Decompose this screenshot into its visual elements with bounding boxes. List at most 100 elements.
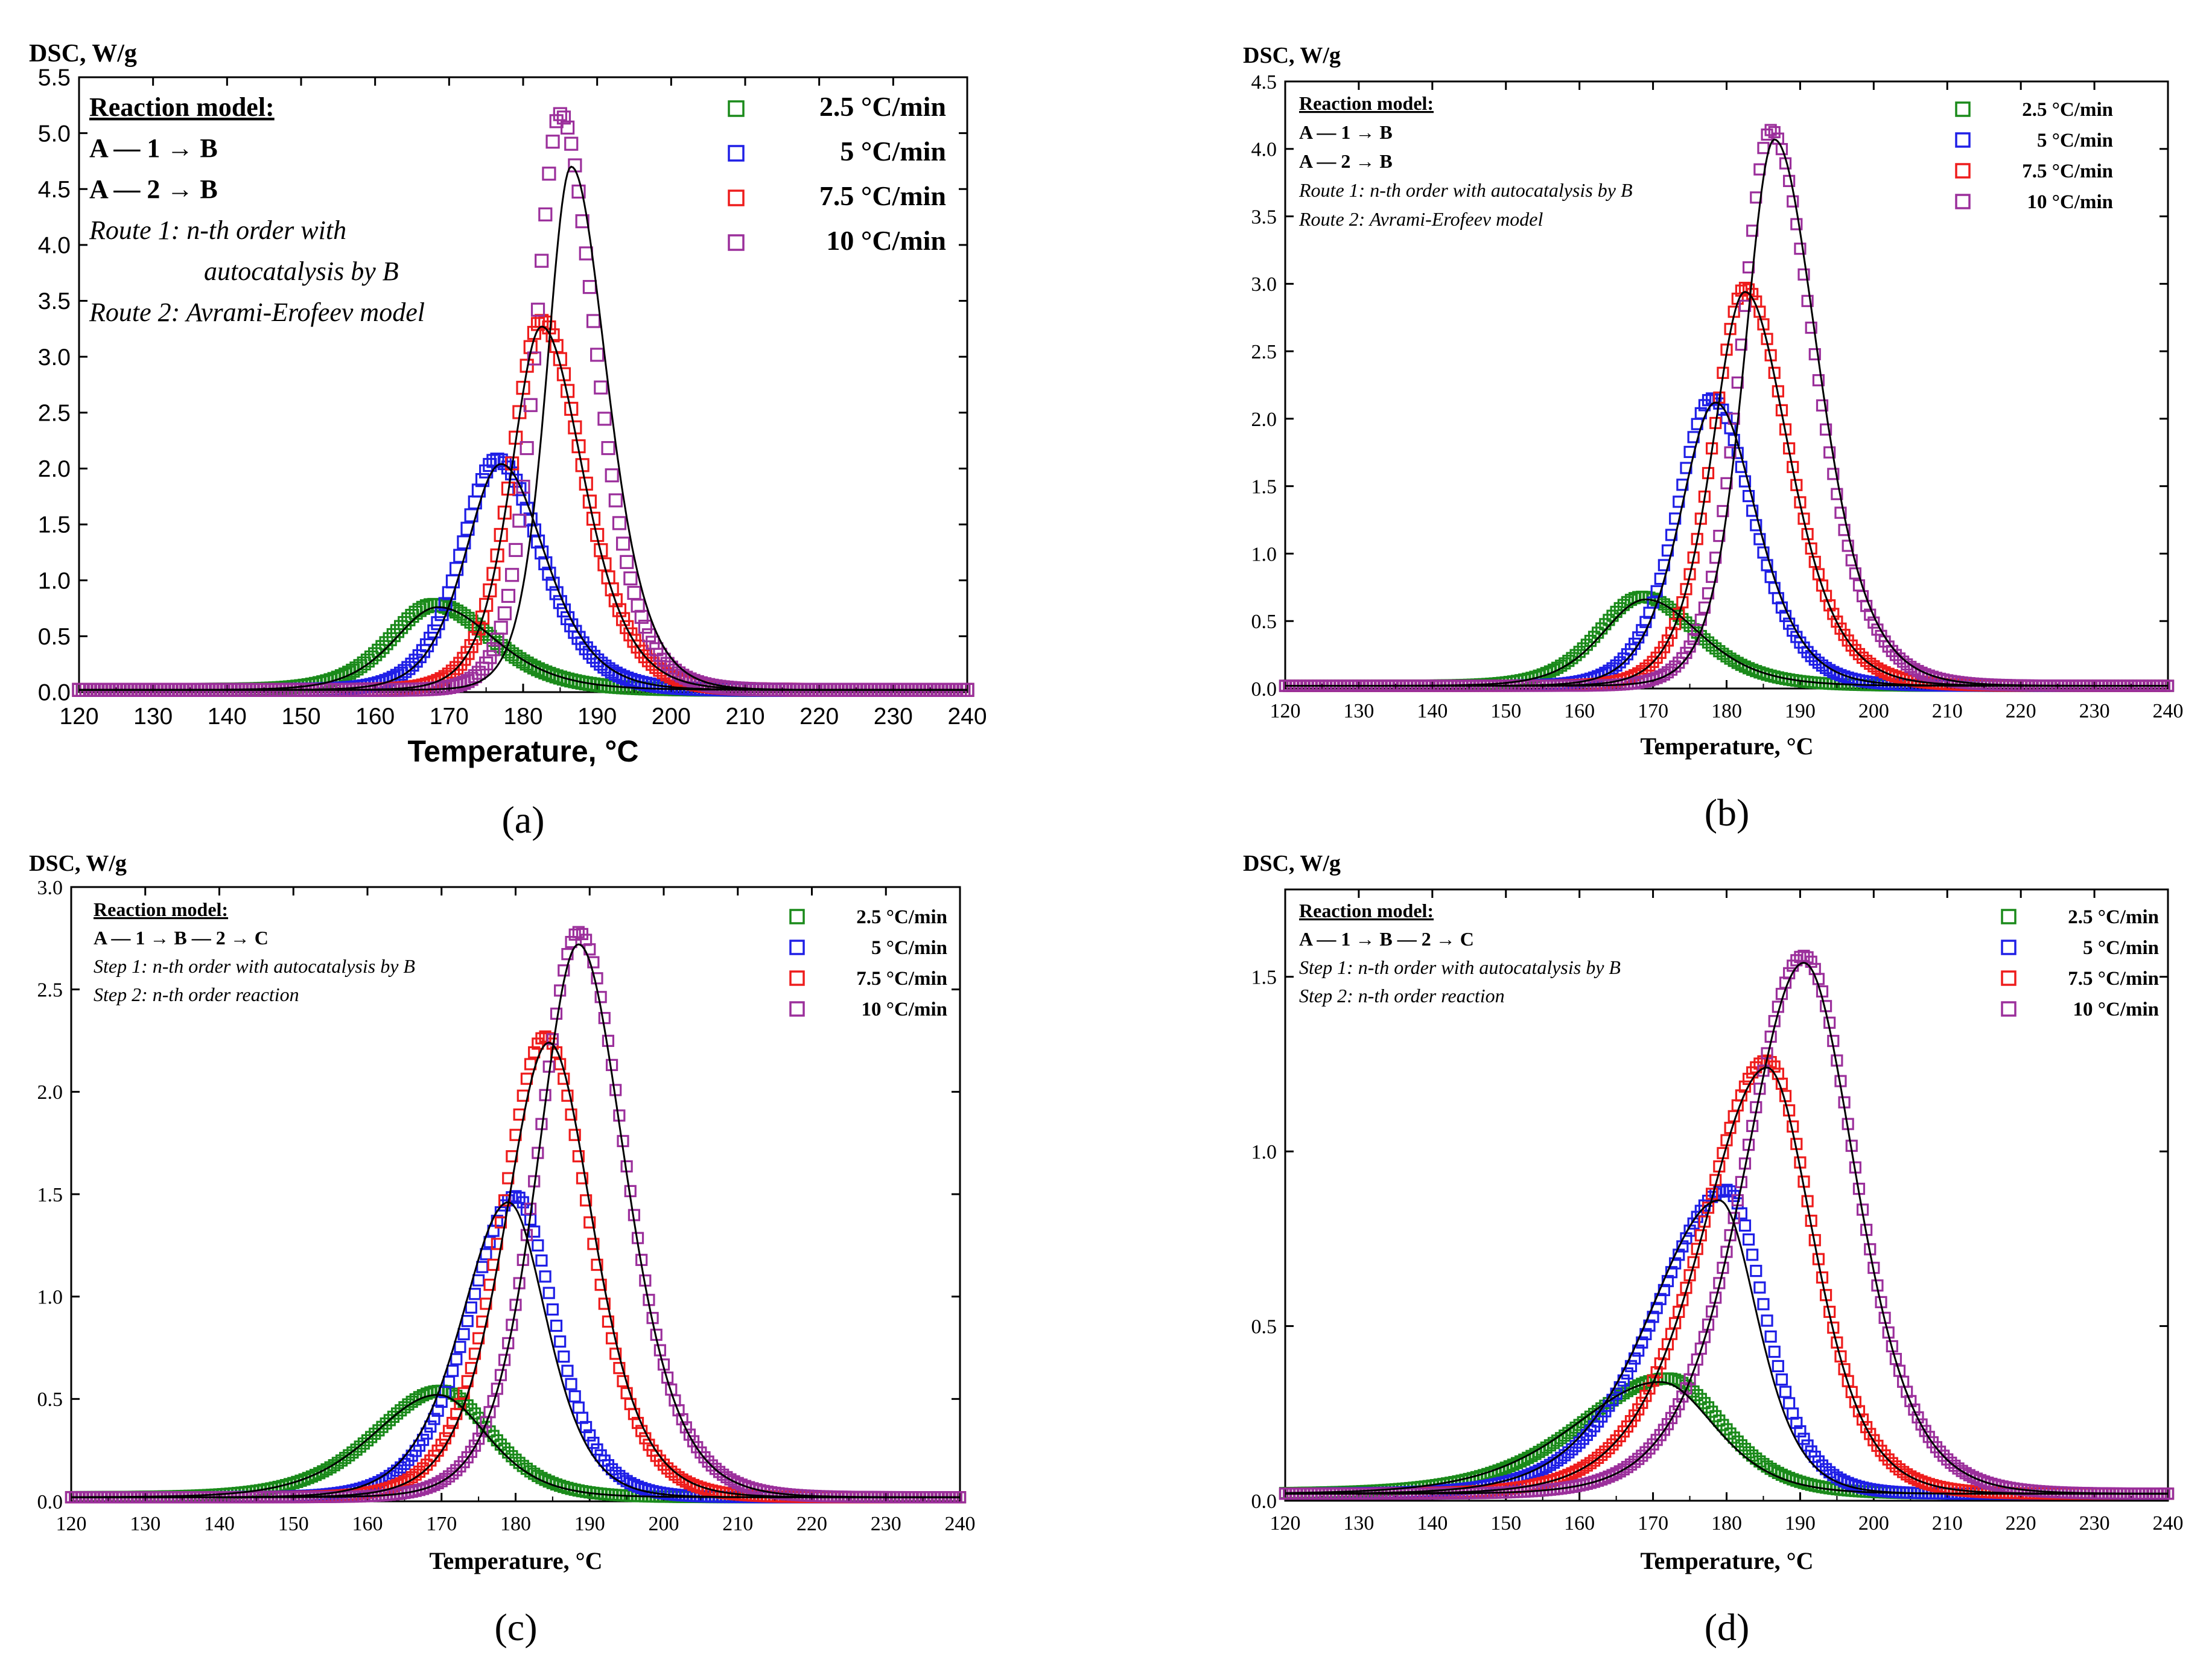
y-tick-label: 0.0 xyxy=(38,680,71,706)
data-point xyxy=(487,1395,500,1408)
data-point xyxy=(447,1416,459,1430)
data-point xyxy=(380,1417,392,1430)
data-point xyxy=(1845,554,1858,567)
data-point xyxy=(1650,585,1663,597)
model-line: A — 1 → B — 2 → C xyxy=(94,927,269,949)
model-line: A — 1 → B xyxy=(89,133,218,163)
y-tick-label: 1.5 xyxy=(38,512,71,538)
data-point xyxy=(1683,640,1696,653)
series-green xyxy=(1279,590,2175,692)
x-tick-label: 170 xyxy=(1638,700,1668,722)
data-point xyxy=(1790,218,1803,231)
x-tick-label: 200 xyxy=(649,1513,679,1535)
y-tick-label: 2.0 xyxy=(38,456,71,482)
y-tick-label: 4.5 xyxy=(38,177,71,203)
x-tick-label: 120 xyxy=(1270,1512,1301,1535)
data-point xyxy=(476,1261,489,1273)
data-point xyxy=(1819,423,1832,436)
data-point xyxy=(1694,1393,1707,1405)
y-tick-label: 1.0 xyxy=(1251,543,1277,565)
data-point xyxy=(656,652,671,667)
data-point xyxy=(580,1194,593,1207)
data-point xyxy=(461,1315,474,1328)
y-tick-label: 3.0 xyxy=(1251,273,1277,296)
data-point xyxy=(1801,294,1814,307)
data-point xyxy=(1757,546,1770,559)
data-point xyxy=(449,661,464,675)
data-point xyxy=(597,660,612,674)
x-tick-label: 120 xyxy=(59,704,98,730)
data-point xyxy=(597,412,612,426)
data-point xyxy=(1636,624,1648,637)
legend-label: 5 °C/min xyxy=(2083,937,2159,959)
model-line: Step 2: n-th order reaction xyxy=(94,984,299,1005)
data-point xyxy=(1757,1298,1770,1311)
data-point xyxy=(568,928,581,941)
data-point xyxy=(454,1341,466,1353)
data-point xyxy=(1603,1442,1615,1455)
fit-line xyxy=(71,943,960,1498)
model-line: Step 1: n-th order with autocatalysis by… xyxy=(94,955,415,977)
x-tick-label: 160 xyxy=(1564,1512,1595,1535)
data-point xyxy=(461,1399,474,1412)
data-point xyxy=(561,1089,574,1102)
x-tick-label: 150 xyxy=(1490,700,1521,722)
legend-label: 10 °C/min xyxy=(862,999,947,1020)
data-point xyxy=(421,1427,433,1440)
data-point xyxy=(468,669,482,684)
data-point xyxy=(556,110,571,125)
data-point xyxy=(376,1420,389,1433)
y-tick-label: 1.0 xyxy=(37,1287,63,1309)
legend-label: 10 °C/min xyxy=(2073,999,2159,1020)
legend-marker-red xyxy=(1955,163,1971,179)
model-line: Step 2: n-th order reaction xyxy=(1299,985,1505,1007)
data-point xyxy=(1849,1396,1861,1408)
data-point xyxy=(447,1364,459,1377)
data-point xyxy=(1860,600,1873,612)
y-tick-label: 2.0 xyxy=(1251,409,1277,431)
legend-label: 10 °C/min xyxy=(826,225,946,256)
x-tick-label: 240 xyxy=(2153,700,2184,722)
data-point xyxy=(542,167,556,181)
data-point xyxy=(1687,632,1700,646)
series-red xyxy=(1279,1054,2175,1500)
data-point xyxy=(546,1303,559,1316)
data-point xyxy=(528,1046,541,1059)
data-point xyxy=(442,1470,456,1483)
x-tick-label: 180 xyxy=(500,1513,531,1535)
data-point xyxy=(405,657,419,672)
data-point xyxy=(431,616,445,631)
series-purple xyxy=(1279,949,2175,1500)
data-point xyxy=(1691,1388,1703,1402)
data-point xyxy=(1683,568,1696,580)
data-point xyxy=(550,1319,563,1332)
data-point xyxy=(460,521,475,536)
data-point xyxy=(575,214,590,229)
chart-panel-b: 120 130 140 150 160 170 180 190 200 210 220 230 240 0… xyxy=(1243,43,2184,834)
data-point xyxy=(1746,1248,1759,1261)
data-point xyxy=(535,1254,548,1267)
data-point xyxy=(615,612,631,626)
data-point xyxy=(395,1461,407,1474)
series-blue xyxy=(65,1190,967,1504)
data-point xyxy=(1775,143,1788,156)
data-point xyxy=(447,1467,459,1480)
x-tick-label: 210 xyxy=(725,704,764,730)
data-point xyxy=(1687,1385,1700,1398)
x-tick-label: 190 xyxy=(574,1513,605,1535)
y-tick-label: 1.0 xyxy=(1251,1141,1277,1163)
x-tick-label: 130 xyxy=(133,704,173,730)
data-point xyxy=(465,1362,477,1375)
data-point xyxy=(542,667,556,681)
data-point xyxy=(438,597,453,611)
data-point xyxy=(532,1239,544,1252)
x-tick-label: 190 xyxy=(577,704,617,730)
data-point xyxy=(572,1150,585,1163)
data-point xyxy=(572,1401,585,1414)
data-point xyxy=(1742,1233,1755,1246)
model-line: A — 2 → B xyxy=(1299,150,1393,172)
data-point xyxy=(465,1301,477,1314)
data-point xyxy=(1761,559,1773,571)
data-point xyxy=(591,1258,603,1271)
data-point xyxy=(620,620,634,634)
